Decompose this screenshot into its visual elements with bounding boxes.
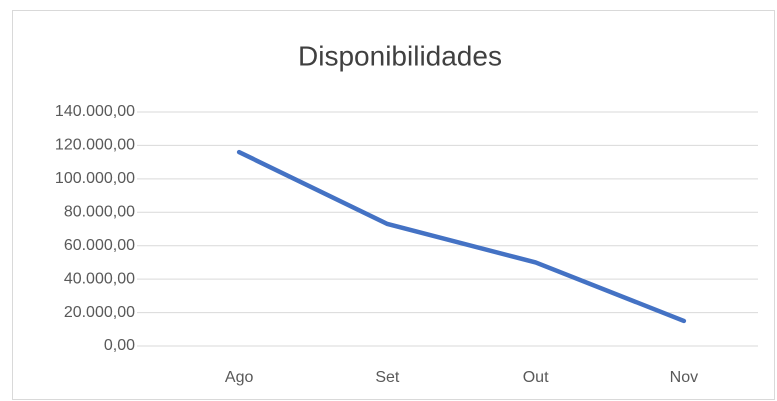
y-tick-label: 120.000,00 [55,137,135,154]
y-tick-label: 140.000,00 [55,103,135,120]
y-tick-label: 80.000,00 [64,204,135,221]
chart-border [12,10,775,400]
x-tick-label: Set [375,369,400,386]
chart-title: Disponibilidades [298,40,502,71]
x-tick-label: Nov [670,369,698,386]
data-line [236,149,687,324]
x-tick-label: Ago [225,369,254,386]
y-tick-label: 40.000,00 [64,270,135,287]
y-tick-label: 20.000,00 [64,304,135,321]
y-tick-label: 100.000,00 [55,170,135,187]
y-tick-label: 60.000,00 [64,237,135,254]
y-tick-label: 0,00 [104,337,135,354]
x-tick-label: Out [523,369,549,386]
